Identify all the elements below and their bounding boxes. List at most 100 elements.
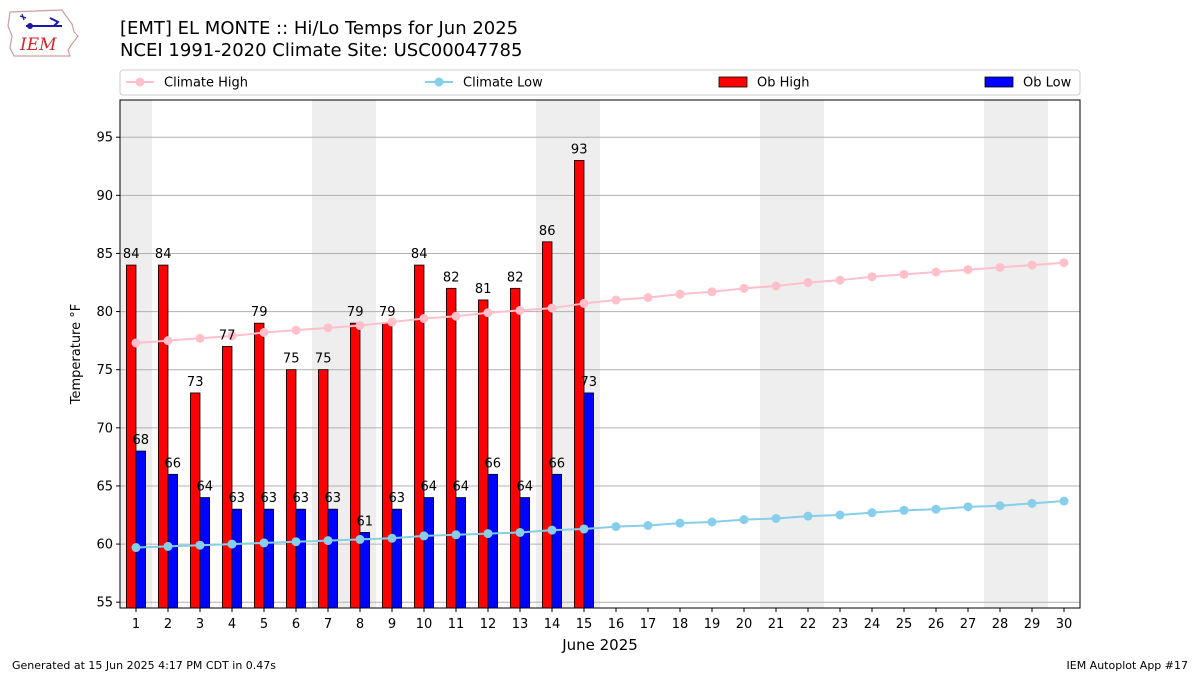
y-tick-label: 80 (96, 305, 113, 320)
x-tick-label: 4 (228, 617, 236, 632)
climate-high-point (387, 317, 397, 327)
logo-text: IEM (19, 35, 57, 55)
climate-low-point (323, 536, 333, 546)
ob-low-label: 61 (357, 514, 374, 529)
climate-high-point (355, 321, 365, 331)
x-tick-label: 15 (576, 617, 593, 632)
x-tick-label: 28 (992, 617, 1009, 632)
ob-low-label: 63 (229, 491, 246, 506)
climate-low-point (259, 538, 269, 548)
ob-high-label: 73 (187, 375, 204, 390)
climate-high-point (643, 293, 653, 303)
climate-low-point (163, 541, 173, 551)
y-tick-label: 65 (96, 479, 113, 494)
x-tick-label: 29 (1024, 617, 1041, 632)
ob-high-label: 84 (123, 247, 140, 262)
ob-high-bar (157, 264, 169, 609)
weekend-shade (1016, 100, 1048, 608)
ob-high-bar (221, 346, 233, 609)
ob-low-bar (551, 473, 563, 609)
weekend-shade (760, 100, 792, 608)
x-tick-label: 8 (356, 617, 364, 632)
ob-high-bar (285, 369, 297, 609)
climate-high-point (707, 287, 717, 297)
ob-low-bar (359, 532, 371, 609)
climate-high-point (323, 323, 333, 333)
x-tick-label: 24 (864, 617, 881, 632)
climate-low-point (291, 537, 301, 547)
ob-low-bar (583, 392, 595, 609)
climate-high-point (579, 298, 589, 308)
climate-low-point (771, 513, 781, 523)
weekend-shade (792, 100, 824, 608)
ob-high-label: 77 (219, 328, 236, 343)
weekend-shade (984, 100, 1016, 608)
x-tick-label: 27 (960, 617, 977, 632)
climate-low-point (675, 518, 685, 528)
legend-ob-low-label: Ob Low (1023, 76, 1072, 91)
x-tick-label: 25 (896, 617, 913, 632)
climate-low-point (451, 530, 461, 540)
climate-high-point (611, 295, 621, 305)
ob-high-bar (509, 287, 521, 609)
climate-low-point (899, 505, 909, 515)
ob-high-bar (477, 299, 489, 609)
climate-low-point (131, 543, 141, 553)
climate-high-point (931, 267, 941, 277)
legend-ob-low-swatch (984, 76, 1014, 88)
y-tick-label: 55 (96, 596, 113, 611)
x-tick-label: 2 (164, 617, 172, 632)
climate-high-point (1059, 258, 1069, 268)
climate-high-point (835, 275, 845, 285)
climate-high-point (899, 269, 909, 279)
climate-low-point (227, 539, 237, 549)
x-tick-label: 12 (480, 617, 497, 632)
climate-high-point (163, 336, 173, 346)
climate-high-point (483, 308, 493, 318)
climate-low-point (835, 510, 845, 520)
ob-high-bar (253, 322, 265, 609)
generated-timestamp: Generated at 15 Jun 2025 4:17 PM CDT in … (12, 659, 277, 672)
legend-climate-high-marker (135, 77, 145, 87)
ob-low-label: 73 (581, 375, 598, 390)
climate-high-point (291, 325, 301, 335)
plot-frame (119, 99, 1081, 609)
ob-low-label: 68 (133, 433, 150, 448)
ob-low-bar (231, 508, 243, 609)
ob-high-bar (317, 369, 329, 609)
x-tick-label: 18 (672, 617, 689, 632)
x-tick-label: 11 (448, 617, 465, 632)
legend-climate-low-marker (434, 77, 444, 87)
climate-low-point (483, 529, 493, 539)
ob-low-label: 66 (549, 456, 566, 471)
climate-low-point (739, 515, 749, 525)
ob-high-label: 79 (251, 305, 268, 320)
legend-climate-low-label: Climate Low (463, 76, 543, 91)
x-tick-label: 13 (512, 617, 529, 632)
climate-high-point (995, 262, 1005, 272)
climate-low-point (803, 511, 813, 521)
climate-high-point (195, 333, 205, 343)
y-tick-label: 85 (96, 247, 113, 262)
ob-high-bar (381, 322, 393, 609)
y-tick-label: 70 (96, 421, 113, 436)
app-credit: IEM Autoplot App #17 (1066, 659, 1189, 672)
x-tick-label: 26 (928, 617, 945, 632)
climate-low-point (931, 504, 941, 514)
ob-low-label: 64 (453, 480, 470, 495)
climate-high-point (227, 331, 237, 341)
ob-low-bar (167, 473, 179, 609)
ob-high-label: 79 (379, 305, 396, 320)
x-tick-label: 9 (388, 617, 396, 632)
ob-low-bar (199, 497, 211, 609)
climate-low-point (707, 517, 717, 527)
x-tick-label: 5 (260, 617, 268, 632)
legend-box (119, 69, 1081, 96)
ob-low-label: 63 (261, 491, 278, 506)
y-axis-label: Temperature °F (69, 304, 84, 405)
ob-high-bar (349, 322, 361, 609)
ob-high-bar (189, 392, 201, 609)
ob-low-label: 63 (325, 491, 342, 506)
climate-high-point (1027, 260, 1037, 270)
climate-low-point (1059, 496, 1069, 506)
